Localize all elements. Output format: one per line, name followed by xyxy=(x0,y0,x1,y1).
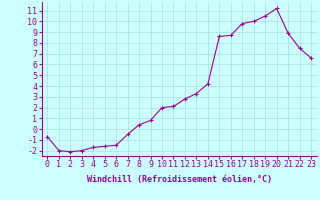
X-axis label: Windchill (Refroidissement éolien,°C): Windchill (Refroidissement éolien,°C) xyxy=(87,175,272,184)
